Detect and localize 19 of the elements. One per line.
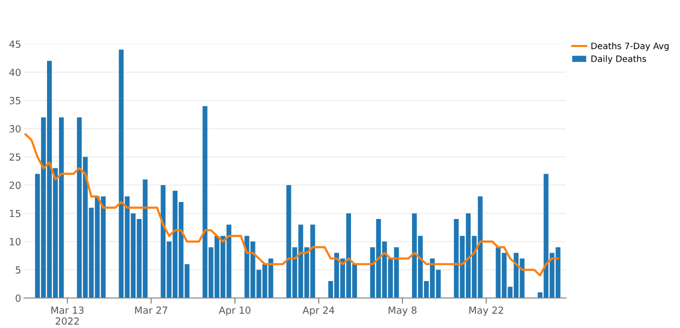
legend-label: Daily Deaths (591, 55, 646, 64)
x-tick-label: Mar 27 (135, 306, 168, 314)
x-tick-label: May 22 (469, 306, 504, 316)
y-tick-label: 5 (16, 266, 20, 274)
x-tick-label: Apr 24 (302, 306, 334, 316)
y-tick-label: 20 (10, 182, 21, 189)
x-tick-label: Apr 10 (218, 306, 250, 316)
y-tick-label: 30 (10, 125, 21, 132)
y-tick-label: 40 (9, 68, 21, 76)
y-tick-label: 15 (10, 210, 20, 218)
y-tick-label: 10 (10, 238, 21, 246)
line-series (24, 133, 560, 276)
legend-label: Deaths 7-Day Avg (591, 42, 669, 51)
y-tick-label: 45 (9, 40, 20, 48)
x-tick-label: May 8 (388, 306, 416, 316)
y-tick-label: 25 (10, 153, 20, 161)
y-tick-label: 0 (16, 294, 21, 302)
y-tick-label: 35 (10, 96, 20, 104)
x-tick-label: Mar 13 2022 (51, 306, 84, 325)
